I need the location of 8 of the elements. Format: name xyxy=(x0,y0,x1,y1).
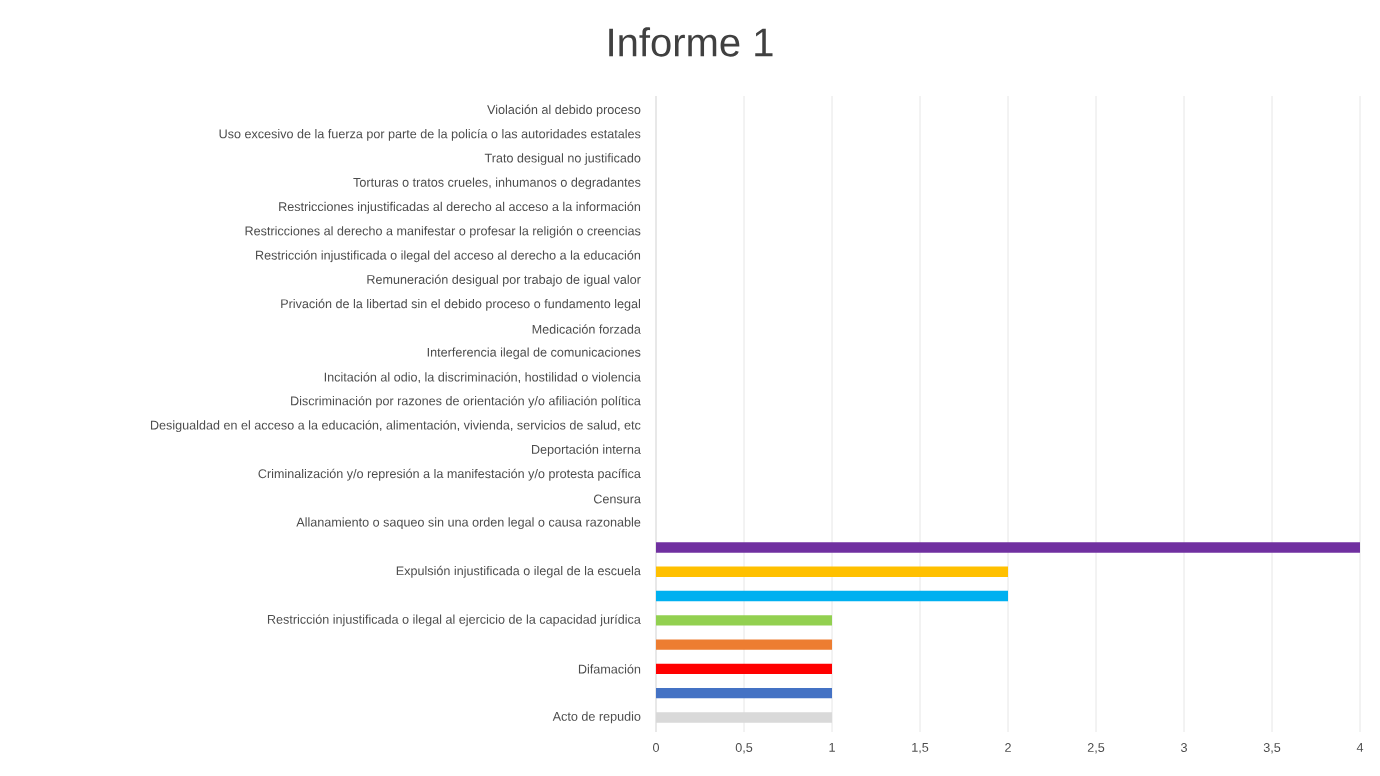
bar xyxy=(656,542,1361,553)
bar xyxy=(656,566,1008,577)
bar xyxy=(656,687,832,699)
bar xyxy=(656,663,832,675)
bar xyxy=(656,590,1008,602)
bar xyxy=(656,615,832,626)
chart-title: Informe 1 xyxy=(609,27,773,57)
bar xyxy=(656,639,832,650)
